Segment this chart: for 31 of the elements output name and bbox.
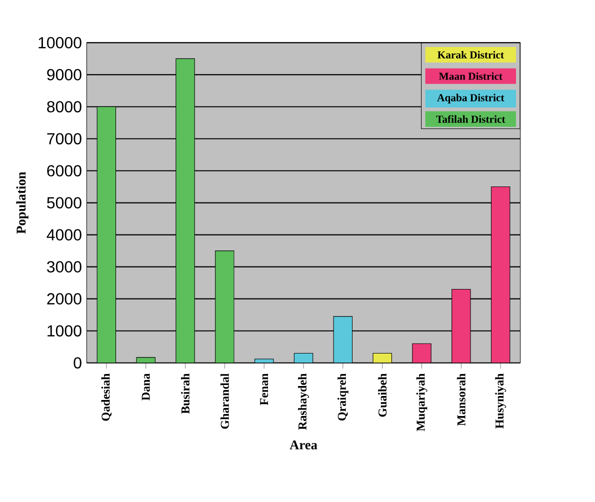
y-tick-label: 7000 [47, 133, 82, 145]
bar [452, 289, 471, 364]
x-tick-label: Mansorah [456, 374, 466, 426]
text: Maan District [438, 72, 502, 80]
x-tick-label: Guaibeh [378, 374, 387, 417]
text: Aqaba District [437, 94, 504, 104]
x-tick-label: Qraiqreh [337, 374, 348, 421]
x-tick-label: Husyniyah [495, 374, 506, 429]
x-tick-label: Muqariyah [416, 374, 428, 432]
bar [412, 344, 432, 364]
y-tick-label: 6000 [47, 165, 82, 177]
y-tick-label: 4000 [46, 229, 82, 241]
y-tick-label: 10000 [38, 37, 82, 49]
y-tick-label: 9000 [47, 69, 82, 81]
y-tick-label: 2000 [47, 293, 82, 305]
y-tick-label: 0 [74, 357, 82, 369]
x-tick-label: Busirah [181, 374, 190, 414]
y-axis-title: Population [16, 172, 28, 234]
x-axis-title: Area [290, 440, 318, 450]
x-tick-label: Gharandal [220, 374, 229, 429]
y-tick-label: 8000 [47, 101, 82, 113]
y-tick-label: 5000 [47, 197, 82, 209]
text: Tafilah District [436, 115, 506, 124]
y-tick-label: 1000 [48, 325, 82, 337]
bar [490, 186, 510, 364]
x-tick-label: Fenan [260, 374, 268, 406]
y-tick-label: 3000 [47, 261, 82, 273]
x-tick-label: Rashaydeh [298, 374, 309, 430]
text: Karak District [438, 51, 504, 59]
x-tick-label: Qadesiah [101, 374, 112, 421]
x-tick-label: Dana [142, 374, 150, 401]
